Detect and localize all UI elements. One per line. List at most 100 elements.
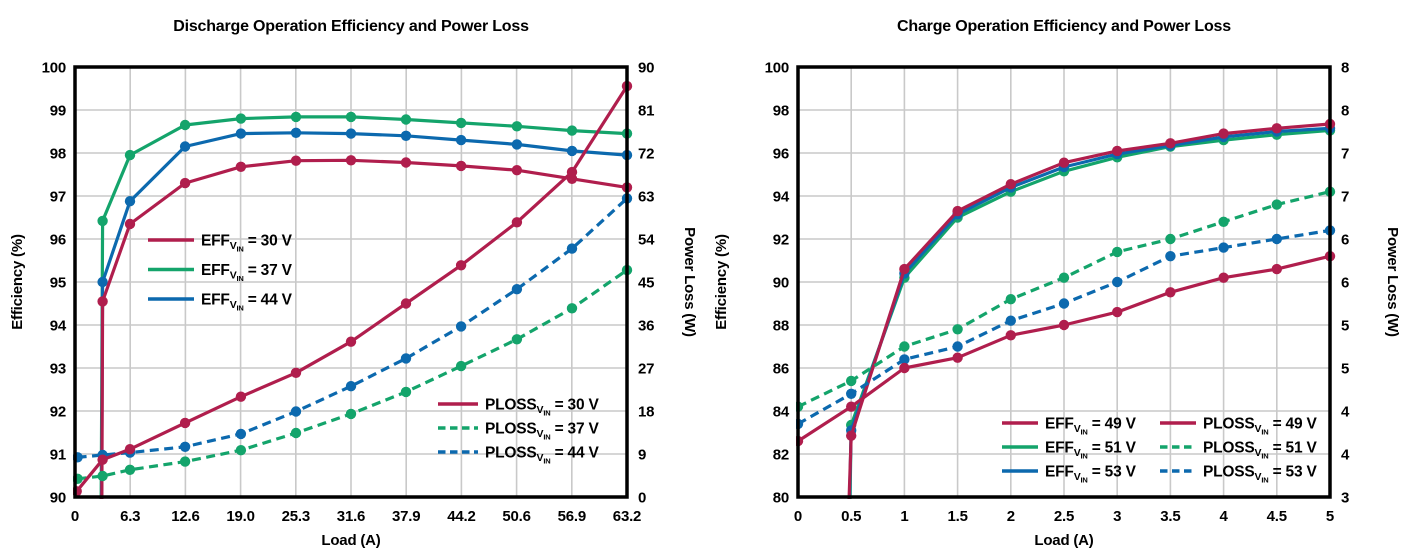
series-ploss-vin-51v (796, 186, 1336, 412)
yaxis-right-tick-label: 5 (1341, 318, 1349, 335)
xaxis-tick-label: 3.5 (1160, 508, 1180, 525)
yaxis-right-tick-label: 7 (1341, 146, 1349, 163)
series-eff-vin-37v-line (99, 115, 628, 499)
data-point-marker (511, 139, 523, 150)
yaxis-right-tick-label: 6 (1341, 232, 1349, 249)
xaxis-tick-label: 4 (1220, 508, 1229, 525)
data-point-marker (400, 130, 412, 141)
data-point-marker (846, 401, 857, 412)
data-point-marker (846, 388, 857, 399)
yaxis-right-tick-label: 45 (638, 275, 654, 292)
yaxis-right-tick-label: 6 (1341, 275, 1349, 292)
yaxis-left-tick-label: 97 (50, 189, 66, 206)
series-eff-vin-53v (846, 123, 1336, 499)
data-point-marker (179, 141, 191, 152)
discharge-yaxis-right-title: Power Loss (W) (681, 227, 698, 337)
data-point-marker (1005, 330, 1016, 341)
legend-entry-eff-53v: EFFVIN = 53 V (1002, 464, 1137, 485)
data-point-marker (511, 165, 523, 176)
legend-entry-ploss-49v: PLOSSVIN = 49 V (1160, 416, 1318, 437)
yaxis-right-tick-label: 54 (638, 232, 655, 249)
data-point-marker (179, 441, 191, 452)
yaxis-left-tick-label: 95 (50, 275, 66, 292)
xaxis-tick-label: 19.0 (226, 508, 254, 525)
data-point-marker (1165, 251, 1176, 262)
xaxis-tick-label: 6.3 (120, 508, 140, 525)
yaxis-right-tick-label: 3 (1341, 490, 1349, 507)
yaxis-left-tick-label: 88 (773, 318, 789, 335)
legend-label: PLOSSVIN = 44 V (485, 445, 599, 466)
yaxis-left-tick-label: 98 (50, 146, 66, 163)
charge-yaxis-left-ticks: 100 98 96 94 92 90 88 86 84 82 80 (765, 60, 790, 507)
data-point-marker (455, 160, 467, 172)
data-point-marker (1218, 216, 1229, 227)
xaxis-tick-label: 1.5 (947, 508, 967, 525)
xaxis-tick-label: 0.5 (841, 508, 861, 525)
data-point-marker (846, 430, 857, 441)
series-eff-vin-49v-line (847, 122, 1331, 499)
xaxis-tick-label: 0 (794, 508, 802, 525)
charge-yaxis-right-title: Power Loss (W) (1384, 227, 1401, 337)
legend-entry-ploss-37v: PLOSSVIN = 37 V (438, 421, 600, 442)
legend-entry-eff-51v: EFFVIN = 51 V (1002, 440, 1137, 461)
data-point-marker (179, 177, 191, 189)
data-point-marker (124, 196, 136, 207)
data-point-marker (124, 149, 136, 161)
yaxis-right-tick-label: 8 (1341, 60, 1349, 77)
xaxis-tick-label: 1 (900, 508, 908, 525)
data-point-marker (235, 128, 247, 139)
data-point-marker (566, 166, 578, 178)
legend-label: PLOSSVIN = 51 V (1203, 440, 1317, 461)
legend-label: EFFVIN = 44 V (201, 292, 293, 313)
yaxis-left-tick-label: 100 (765, 60, 789, 77)
legend-label: EFFVIN = 51 V (1045, 440, 1137, 461)
yaxis-left-tick-label: 93 (50, 361, 66, 378)
yaxis-right-tick-label: 27 (638, 361, 654, 378)
xaxis-tick-label: 0 (71, 508, 79, 525)
legend-label: PLOSSVIN = 49 V (1203, 416, 1317, 437)
charge-legend-block-1: PLOSSVIN = 49 V PLOSSVIN = 51 V PLOSSVIN =… (1160, 416, 1318, 485)
charge-chart-figure: Charge Operation Efficiency and Power Lo… (704, 0, 1408, 555)
charge-plot-border (796, 65, 1332, 499)
discharge-xaxis-ticks: 0 6.3 12.6 19.0 25.3 31.6 37.9 44.2 50.6 56.9 63.2 (71, 508, 641, 525)
data-point-marker (97, 276, 108, 288)
data-point-marker (179, 119, 191, 131)
xaxis-tick-label: 37.9 (392, 508, 420, 525)
data-point-marker (1165, 233, 1176, 245)
yaxis-left-tick-label: 96 (50, 232, 66, 249)
data-point-marker (235, 113, 247, 124)
series-ploss-vin-30v-markers (73, 80, 633, 497)
yaxis-left-tick-label: 86 (773, 361, 789, 378)
series-eff-vin-49v (846, 118, 1336, 499)
series-eff-vin-44v-line (99, 131, 628, 499)
series-ploss-vin-53v-markers (796, 225, 1336, 430)
legend-entry-eff-49v: EFFVIN = 49 V (1002, 416, 1137, 437)
data-point-marker (1058, 298, 1070, 309)
data-point-marker (1005, 179, 1016, 190)
discharge-legend-block-1: PLOSSVIN = 30 V PLOSSVIN = 37 V PLOSSVIN =… (438, 397, 600, 466)
data-point-marker (124, 464, 136, 475)
data-point-marker (124, 444, 136, 455)
charge-yaxis-right-ticks: 8 8 7 7 6 6 5 5 4 4 3 (1341, 60, 1350, 507)
data-point-marker (400, 114, 412, 125)
yaxis-left-tick-label: 99 (50, 103, 66, 120)
xaxis-tick-label: 50.6 (502, 508, 530, 525)
data-point-marker (952, 341, 963, 352)
charge-yaxis-left-title: Efficiency (%) (713, 234, 730, 330)
data-point-marker (455, 321, 467, 332)
data-point-marker (400, 386, 412, 398)
data-point-marker (97, 215, 108, 227)
legend-label: PLOSSVIN = 53 V (1203, 464, 1317, 485)
xaxis-tick-label: 3 (1113, 508, 1121, 525)
data-point-marker (1165, 287, 1176, 298)
yaxis-right-tick-label: 81 (638, 103, 654, 120)
data-point-marker (566, 303, 578, 314)
legend-label: PLOSSVIN = 37 V (485, 421, 599, 442)
data-point-marker (511, 334, 523, 345)
legend-label: PLOSSVIN = 30 V (485, 397, 599, 418)
data-point-marker (1112, 246, 1123, 258)
data-point-marker (179, 417, 191, 429)
data-point-marker (179, 456, 191, 467)
yaxis-left-tick-label: 92 (773, 232, 789, 249)
yaxis-right-tick-label: 7 (1341, 189, 1349, 206)
